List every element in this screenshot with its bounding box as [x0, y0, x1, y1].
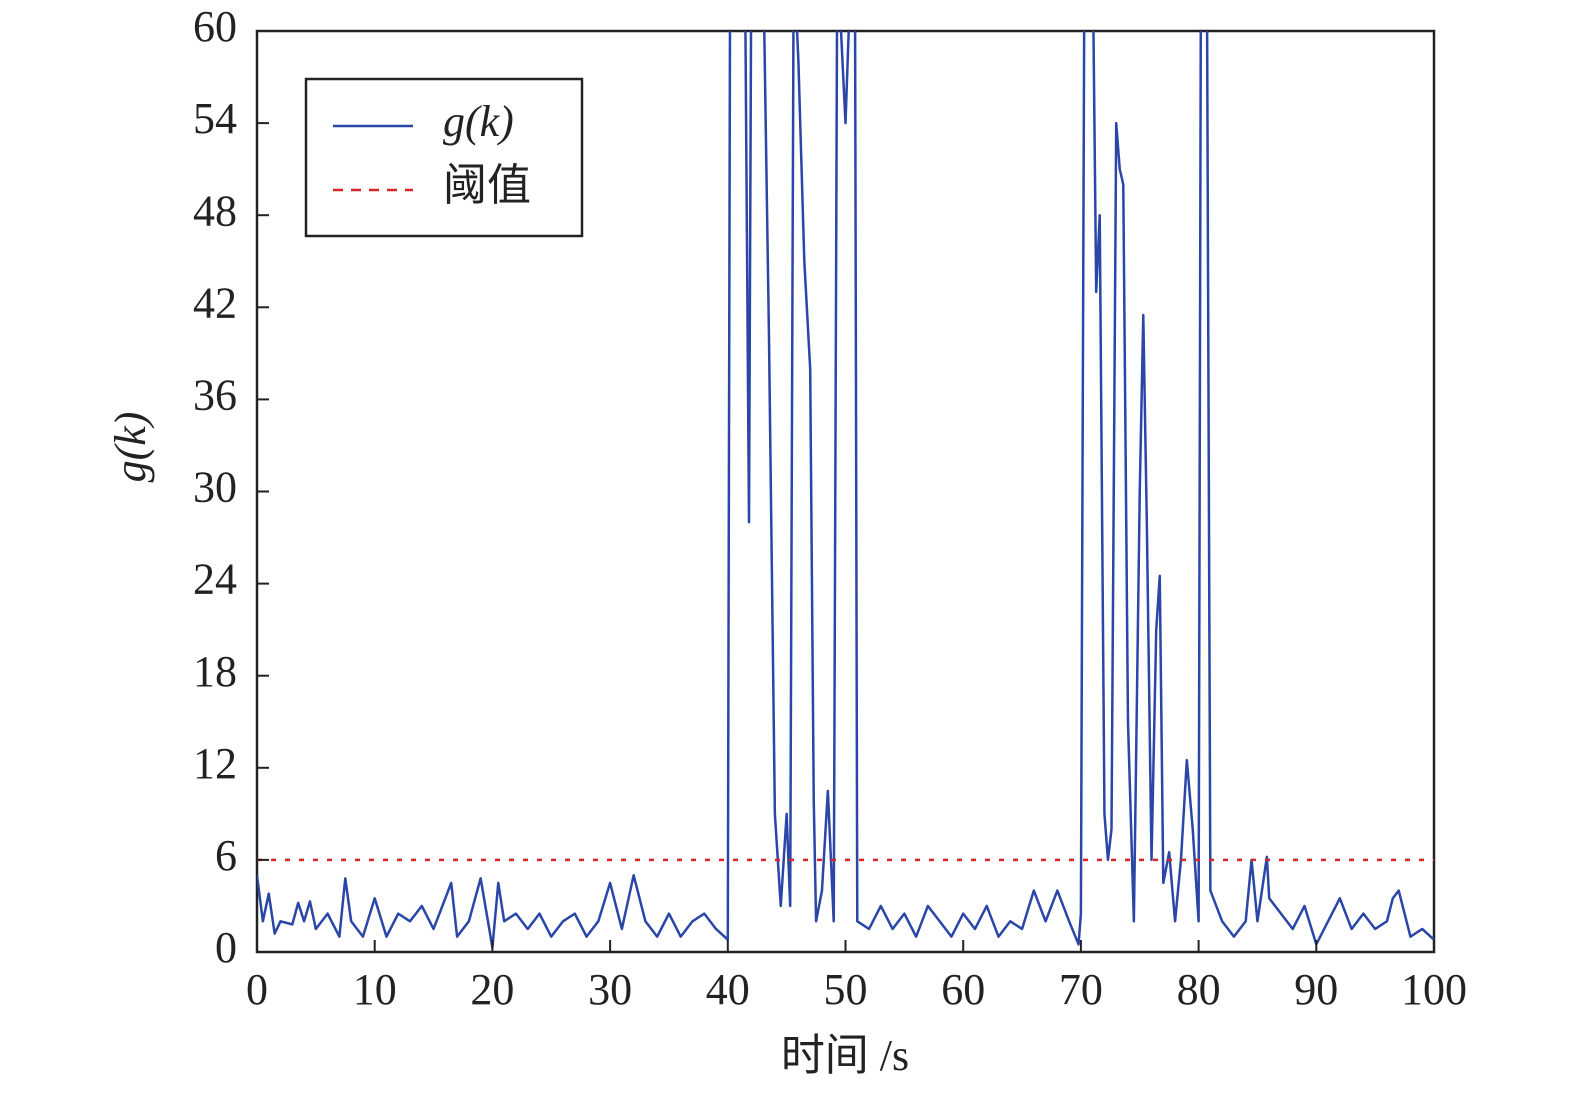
legend-box	[304, 77, 584, 238]
y-tick-label: 36	[193, 370, 237, 419]
y-tick-label: 42	[193, 278, 237, 327]
y-tick-label: 6	[215, 831, 237, 880]
y-tick-label: 0	[215, 923, 237, 972]
x-tick-label: 10	[353, 965, 397, 1014]
legend-label: g(k)	[443, 97, 514, 146]
data-line	[257, 31, 1434, 949]
y-tick-label: 48	[193, 186, 237, 235]
y-tick-label: 60	[193, 2, 237, 51]
x-tick-label: 50	[824, 965, 868, 1014]
x-tick-label: 20	[470, 965, 514, 1014]
x-tick-label: 100	[1401, 965, 1467, 1014]
x-axis-label: 时间 /s	[781, 1031, 909, 1080]
y-tick-label: 12	[193, 739, 237, 788]
x-tick-label: 40	[706, 965, 750, 1014]
y-tick-label: 54	[193, 94, 237, 143]
y-axis-label: g(k)	[106, 412, 155, 483]
x-tick-label: 60	[941, 965, 985, 1014]
x-tick-label: 0	[246, 965, 268, 1014]
y-tick-label: 30	[193, 463, 237, 512]
legend-label: 阈值	[443, 161, 531, 210]
x-tick-label: 30	[588, 965, 632, 1014]
x-tick-label: 70	[1059, 965, 1103, 1014]
x-tick-label: 90	[1294, 965, 1338, 1014]
y-tick-label: 24	[193, 555, 237, 604]
y-tick-label: 18	[193, 647, 237, 696]
x-tick-label: 80	[1177, 965, 1221, 1014]
plot-area	[257, 31, 1434, 949]
